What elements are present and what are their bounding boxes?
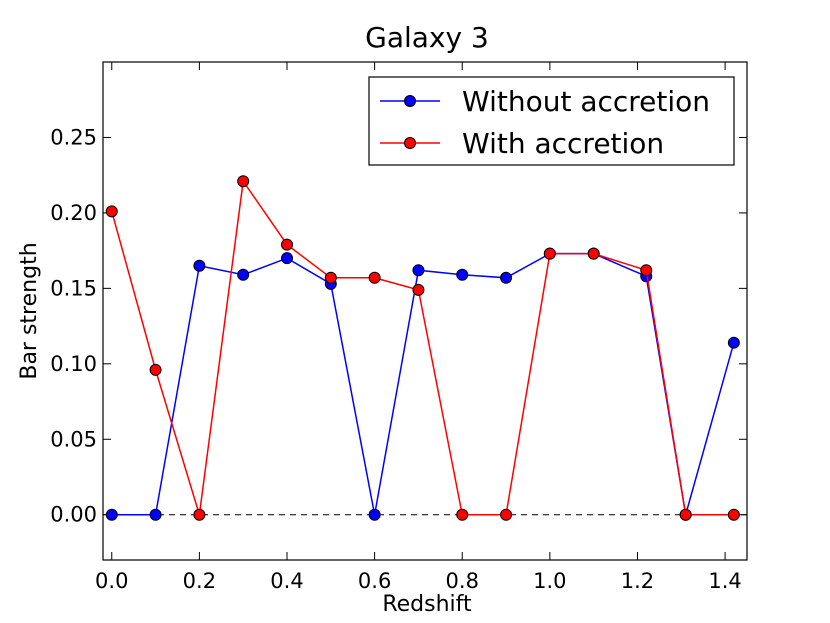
data-point-with-accretion [105,205,118,218]
x-tick-label: 0.4 [270,569,303,593]
data-point-with-accretion [456,508,469,521]
legend: Without accretion With accretion [368,76,735,166]
data-point-with-accretion [237,175,250,188]
data-point-with-accretion [679,508,692,521]
data-point-without-accretion [727,336,740,349]
axis-ticks: 0.0 0.2 0.4 0.6 0.8 1.0 1.2 1.4 0.00 0.05 0.10 0.15… [50,62,747,593]
data-point-with-accretion [281,238,293,251]
data-point-with-accretion [324,271,337,284]
data-point-without-accretion [149,508,162,521]
data-point-with-accretion [412,283,425,296]
legend-label-without-accretion: Without accretion [462,85,710,118]
data-point-without-accretion [500,271,513,284]
x-tick-label: 0.0 [95,569,128,593]
data-point-without-accretion [193,259,206,272]
data-point-without-accretion [281,252,293,265]
y-tick-label: 0.05 [50,427,97,451]
y-tick-label: 0.00 [50,503,97,527]
data-point-with-accretion [193,508,206,521]
x-tick-label: 0.8 [446,569,479,593]
y-tick-label: 0.20 [50,201,97,225]
data-point-without-accretion [105,508,118,521]
data-point-without-accretion [237,268,250,281]
data-point-with-accretion [543,247,556,260]
x-tick-label: 0.6 [358,569,391,593]
legend-marker-without-accretion [404,95,416,107]
series-with-accretion [105,175,740,521]
legend-box [368,76,735,166]
data-point-with-accretion [368,271,381,284]
y-tick-label: 0.10 [50,352,97,376]
data-point-with-accretion [149,363,162,376]
data-point-with-accretion [587,247,600,260]
y-tick-label: 0.25 [50,125,97,149]
data-point-with-accretion [500,508,513,521]
x-tick-label: 0.2 [183,569,216,593]
x-tick-label: 1.2 [621,569,654,593]
series-without-accretion [105,247,740,521]
x-axis-label: Redshift [382,592,472,617]
data-point-with-accretion [640,264,653,277]
y-tick-label: 0.15 [50,276,97,300]
data-point-without-accretion [412,264,425,277]
data-point-without-accretion [456,268,469,281]
y-axis-label: Bar strength [17,242,42,379]
data-point-with-accretion [727,508,740,521]
chart-title: Galaxy 3 [365,21,489,54]
legend-marker-with-accretion [404,137,416,149]
legend-label-with-accretion: With accretion [462,127,664,160]
series-layer [105,175,740,521]
data-point-without-accretion [368,508,381,521]
x-tick-label: 1.4 [708,569,741,593]
x-tick-label: 1.0 [533,569,566,593]
